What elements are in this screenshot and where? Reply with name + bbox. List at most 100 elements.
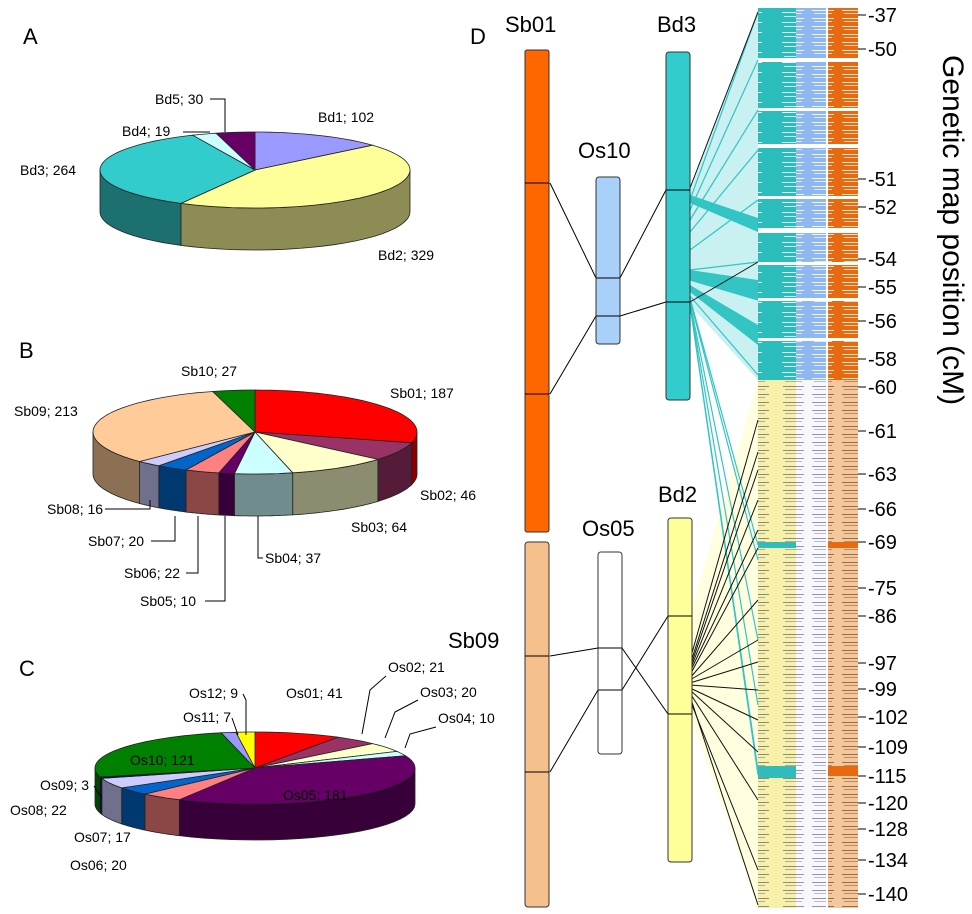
chromosome-label-os05: Os05 — [582, 516, 635, 541]
tick-label: -86 — [868, 606, 897, 628]
connector — [689, 261, 759, 303]
pie-side-sb05 — [218, 472, 235, 517]
separator — [758, 338, 858, 341]
ribbon-bd2 — [690, 380, 758, 908]
pie-leader-os03 — [384, 699, 419, 739]
marker-column-bd2-sb — [828, 380, 858, 908]
pie-side-sb07 — [158, 465, 187, 513]
pie-label-os07: Os07; 17 — [74, 829, 131, 845]
pie-label-sb08: Sb08; 16 — [47, 501, 103, 517]
pie-leader-sb07 — [151, 516, 176, 542]
chromosome-bd3 — [665, 51, 691, 401]
pie-label-sb07: Sb07; 20 — [88, 533, 144, 549]
chromosome-label-bd2: Bd2 — [658, 482, 697, 507]
pie-label-os06: Os06; 20 — [70, 857, 127, 873]
pie-label-sb02: Sb02; 46 — [420, 487, 476, 503]
tick-label: -115 — [868, 766, 907, 788]
tick-label: -52 — [868, 197, 897, 219]
tick-label: -37 — [868, 5, 897, 27]
marker-column-bd3-os — [796, 8, 826, 380]
pie-label-os02: Os02; 21 — [388, 659, 445, 675]
marker-band — [758, 766, 796, 778]
chromosome-label-sb01: Sb01 — [505, 12, 556, 37]
separator — [758, 262, 858, 265]
pie-label-os11: Os11; 7 — [183, 709, 231, 725]
separator — [758, 144, 858, 148]
pie-label-bd3: Bd3; 264 — [20, 162, 76, 178]
panel-letter-d: D — [470, 24, 486, 49]
pie-slice-sb03 — [253, 431, 379, 474]
marker-column-bd3 — [758, 8, 796, 380]
tick-label: -120 — [868, 793, 908, 815]
pie-slice-sb10 — [211, 389, 256, 433]
pie-label-os03: Os03; 20 — [420, 684, 477, 700]
pie-slice-bd5 — [215, 131, 256, 171]
tick-label: -50 — [868, 39, 897, 61]
pie-slice-os01 — [254, 731, 339, 769]
chromosome-connectors — [549, 182, 669, 773]
pie-slice-os02 — [254, 736, 373, 769]
bd3-bundle — [690, 285, 758, 345]
pie-leader-os02 — [361, 675, 387, 735]
pie-label-os10: Os10; 121 — [130, 752, 195, 768]
axis-title: Genetic map position (cM) — [936, 55, 969, 405]
pie-slice-bd1 — [254, 131, 373, 171]
marker-columns — [758, 8, 858, 908]
pie-slice-os12 — [235, 731, 256, 769]
tick-label: -97 — [868, 653, 897, 675]
connector — [689, 11, 759, 189]
pie-chart-brachypodium: Bd1; 102 Bd2; 329 Bd3; 264 Bd4; 19 Bd5; 30 — [20, 91, 434, 263]
pie-label-os08: Os08; 22 — [10, 802, 67, 818]
tick-label: -69 — [868, 532, 897, 554]
tick-label: -75 — [868, 578, 897, 600]
pie-slice-sb01 — [254, 389, 418, 444]
pie-slice-os06 — [144, 767, 256, 801]
pie-leader-os12 — [242, 693, 247, 735]
synteny-map: Sb01 Os10 Bd3 Sb09 Os05 Bd2 -37 -50 -51 -52… — [448, 5, 969, 908]
panel-letter-a: A — [23, 24, 38, 49]
pie-label-os05: Os05; 181 — [283, 787, 348, 803]
panel-letter-c: C — [19, 656, 35, 681]
pie-leader-os11 — [231, 717, 239, 736]
pie-label-bd1: Bd1; 102 — [318, 109, 374, 125]
marker-band — [828, 542, 858, 548]
tick-label: -134 — [868, 850, 908, 872]
pie-slice-os10 — [94, 732, 256, 778]
separator — [758, 108, 858, 111]
tick-label: -61 — [868, 421, 897, 443]
pie-label-sb06: Sb06; 22 — [124, 565, 180, 581]
pie-side-os07 — [121, 787, 146, 831]
chromosome-sb01 — [524, 49, 550, 533]
pie-slice-os05 — [177, 755, 416, 805]
pie-side-sb08 — [139, 460, 160, 509]
bd3-bundle — [690, 270, 758, 300]
chromosome-sb09 — [524, 541, 550, 908]
pie-side-sb06 — [185, 469, 220, 516]
chromosome-os05 — [597, 551, 623, 755]
pie-slice-sb02 — [254, 431, 413, 460]
pie-label-sb10: Sb10; 27 — [181, 363, 237, 379]
pie-label-sb03: Sb03; 64 — [351, 519, 407, 535]
tick-label: -128 — [868, 819, 908, 841]
pie-slice-sb06 — [184, 431, 256, 474]
pie-slice-bd3 — [99, 134, 256, 204]
chromosome-bd2 — [667, 517, 693, 863]
pie-chart-rice: Os01; 41 Os02; 21 Os03; 20 Os04; 10 Os05; 18… — [10, 659, 495, 873]
pie-side-sb04 — [234, 472, 294, 517]
separator — [758, 196, 858, 199]
tick-label: -140 — [868, 884, 908, 906]
tick-label: -63 — [868, 464, 897, 486]
marker-band — [828, 766, 858, 776]
pie-leader-os09 — [93, 785, 103, 799]
tick-label: -99 — [868, 679, 897, 701]
pie-leader-sb04 — [257, 516, 263, 559]
genetic-map-ticks: -37 -50 -51 -52 -54 -55 -56 -58 -60 -61 -63 -66 -69 -… — [858, 5, 908, 906]
marker-column-bd3-sb — [828, 8, 858, 380]
separator — [758, 228, 858, 233]
pie-leader-os04 — [404, 726, 437, 749]
pie-label-bd4: Bd4; 19 — [122, 123, 170, 139]
pie-label-os01: Os01; 41 — [286, 685, 343, 701]
pie-label-os09: Os09; 3 — [40, 777, 89, 793]
chromosome-label-bd3: Bd3 — [657, 12, 696, 37]
